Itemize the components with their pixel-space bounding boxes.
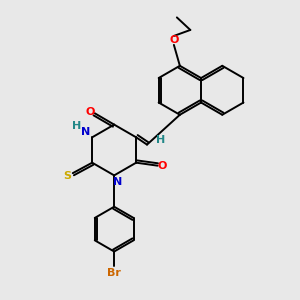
Text: N: N (81, 127, 90, 137)
Text: S: S (63, 170, 71, 181)
Text: Br: Br (107, 268, 121, 278)
Text: H: H (72, 121, 81, 131)
Text: O: O (158, 161, 167, 171)
Text: O: O (85, 107, 95, 117)
Text: N: N (112, 177, 122, 187)
Text: H: H (156, 135, 165, 145)
Text: O: O (169, 35, 178, 45)
